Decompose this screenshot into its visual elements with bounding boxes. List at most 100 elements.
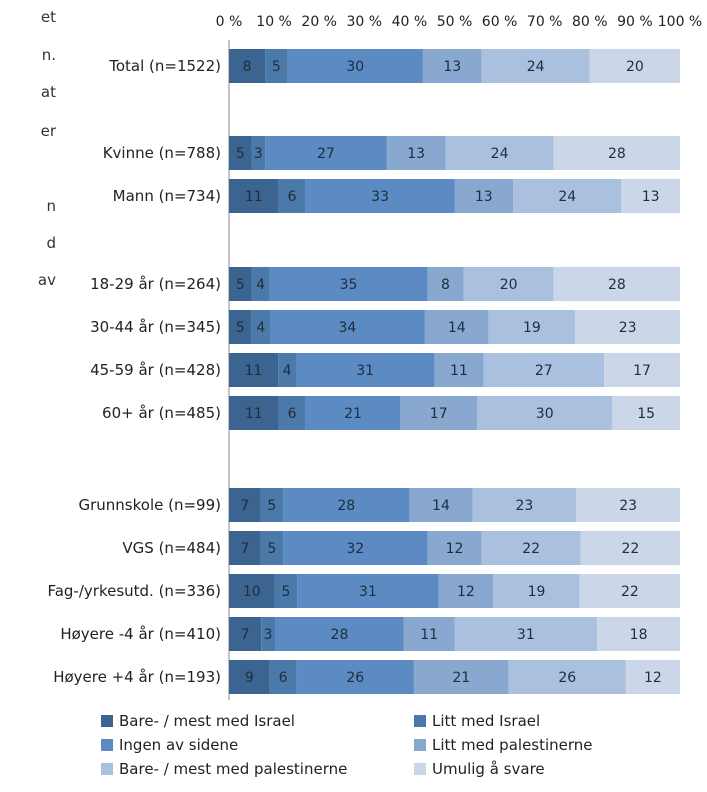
bar-segment <box>283 488 410 522</box>
bar-segment <box>463 267 554 301</box>
x-tick-label: 70 % <box>527 14 563 30</box>
bar-value-label: 26 <box>558 670 576 686</box>
bar-value-label: 5 <box>267 541 276 557</box>
category-label: 18-29 år (n=264) <box>90 275 221 293</box>
category-label: Fag-/yrkesutd. (n=336) <box>47 582 221 600</box>
category-label: 45-59 år (n=428) <box>90 361 221 379</box>
bar-segment <box>386 136 446 170</box>
bar-value-label: 4 <box>256 320 265 336</box>
legend-entry: Bare- / mest med palestinerne <box>119 760 347 778</box>
bar-segment <box>261 617 276 651</box>
bar-segment <box>260 531 284 565</box>
legend-swatch <box>101 739 113 751</box>
category-label: 30-44 år (n=345) <box>90 318 221 336</box>
bar-segment <box>270 310 425 344</box>
bar-value-label: 5 <box>272 59 281 75</box>
bar-segment <box>612 396 680 430</box>
bar-value-label: 5 <box>236 320 245 336</box>
bar-segment <box>229 488 261 522</box>
bar-value-label: 34 <box>339 320 357 336</box>
bar-value-label: 30 <box>536 406 554 422</box>
category-label: Høyere -4 år (n=410) <box>60 625 221 643</box>
bar-segment <box>427 531 482 565</box>
x-axis-ticks: 0 % 10 % 20 % 30 % 40 % 50 % 60 % 70 % 80 % 90 % 1… <box>216 14 703 30</box>
bar-value-label: 17 <box>430 406 448 422</box>
bar-segment <box>229 660 270 694</box>
category-label: VGS (n=484) <box>122 539 221 557</box>
bar-segment <box>278 396 306 430</box>
bar-segment <box>472 488 577 522</box>
bar-segment <box>287 49 423 83</box>
bar-segment <box>251 310 270 344</box>
bar-segment <box>493 574 580 608</box>
bar-segment <box>434 353 484 387</box>
bar-value-label: 31 <box>517 627 535 643</box>
bar-segment <box>597 617 680 651</box>
bar-segment <box>413 660 509 694</box>
bar-segment <box>229 179 279 213</box>
bar-value-label: 4 <box>256 277 265 293</box>
bar-segment <box>283 531 428 565</box>
bar-segment <box>445 136 554 170</box>
bar-value-label: 12 <box>446 541 464 557</box>
category-label: Mann (n=734) <box>113 187 221 205</box>
bar-segment <box>579 574 680 608</box>
bar-value-label: 14 <box>432 498 450 514</box>
bar-value-label: 11 <box>450 363 468 379</box>
legend-entry: Litt med Israel <box>432 712 540 730</box>
bar-segment <box>229 574 275 608</box>
legend-swatch <box>414 739 426 751</box>
bar-value-label: 5 <box>267 498 276 514</box>
bar-segment <box>229 353 279 387</box>
x-tick-label: 100 % <box>658 14 702 30</box>
bar-segment <box>454 179 514 213</box>
bar-segment <box>296 660 414 694</box>
legend-entry: Umulig å svare <box>432 760 545 778</box>
bar-segment <box>295 353 435 387</box>
edge-fragment: d <box>46 234 56 252</box>
bar-segment <box>580 531 680 565</box>
bar-value-label: 5 <box>236 146 245 162</box>
bar-segment <box>251 267 270 301</box>
x-tick-label: 80 % <box>572 14 608 30</box>
bar-value-label: 13 <box>475 189 493 205</box>
x-tick-label: 30 % <box>347 14 383 30</box>
bar-value-label: 15 <box>637 406 655 422</box>
x-tick-label: 10 % <box>256 14 292 30</box>
bar-value-label: 28 <box>331 627 349 643</box>
bar-segment <box>553 136 680 170</box>
bar-value-label: 7 <box>240 498 249 514</box>
bar-segment <box>403 617 455 651</box>
bar-value-label: 30 <box>346 59 364 75</box>
category-label: Total (n=1522) <box>108 57 221 75</box>
bar-segment <box>229 310 252 344</box>
bar-value-label: 27 <box>317 146 335 162</box>
bar-segment <box>400 396 478 430</box>
bar-value-label: 22 <box>621 584 639 600</box>
bar-segment <box>477 396 613 430</box>
bar-value-label: 3 <box>264 627 273 643</box>
bar-segment <box>422 49 482 83</box>
bar-segment <box>229 49 266 83</box>
bar-value-label: 12 <box>644 670 662 686</box>
legend-swatch <box>414 763 426 775</box>
bar-value-label: 22 <box>522 541 540 557</box>
bar-value-label: 7 <box>241 627 250 643</box>
bar-value-label: 28 <box>608 146 626 162</box>
bar-segment <box>427 267 464 301</box>
bar-segment <box>297 574 439 608</box>
legend: Bare- / mest med Israel Litt med Israel In… <box>101 712 593 778</box>
category-label: 60+ år (n=485) <box>102 404 221 422</box>
bar-value-label: 20 <box>500 277 518 293</box>
bar-segment <box>275 617 404 651</box>
bar-segment <box>269 267 428 301</box>
edge-fragment: er <box>40 122 56 140</box>
bar-value-label: 9 <box>245 670 254 686</box>
bar-segment <box>229 617 262 651</box>
category-label: Kvinne (n=788) <box>103 144 221 162</box>
bar-value-label: 24 <box>491 146 509 162</box>
bar-value-label: 7 <box>240 541 249 557</box>
x-tick-label: 90 % <box>617 14 653 30</box>
